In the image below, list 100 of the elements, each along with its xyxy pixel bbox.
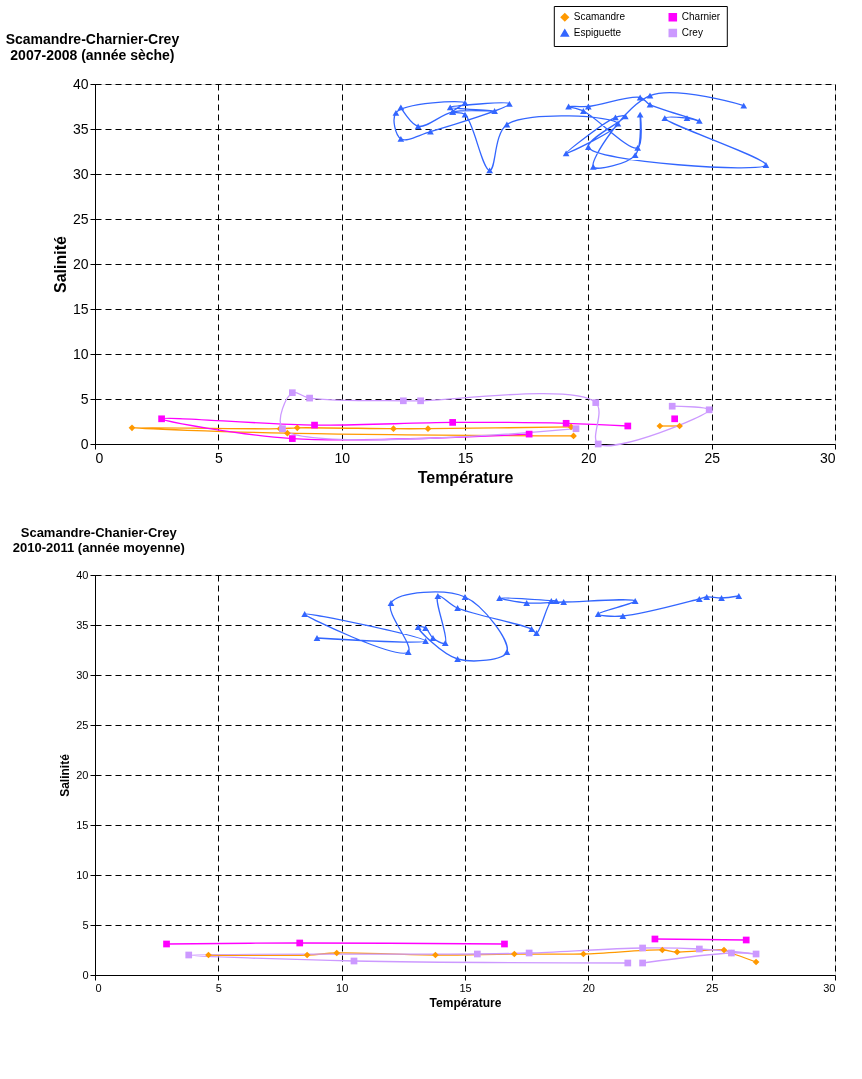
x-tick-label: 0 <box>95 981 102 994</box>
point <box>705 406 713 414</box>
point <box>624 422 632 430</box>
point <box>333 949 341 957</box>
point <box>510 950 518 958</box>
point <box>496 595 503 601</box>
point <box>288 435 296 442</box>
x-tick-label: 5 <box>214 449 223 466</box>
y-tick-label: 10 <box>72 345 89 362</box>
point <box>740 102 748 109</box>
y-tick-label: 20 <box>72 255 89 272</box>
x-tick-label: 25 <box>706 981 719 994</box>
point <box>567 423 575 431</box>
x-tick-label: 10 <box>334 449 351 466</box>
point <box>399 397 407 405</box>
point <box>631 598 639 604</box>
point <box>503 649 511 655</box>
point <box>392 109 400 116</box>
point <box>658 946 666 954</box>
point <box>301 611 309 617</box>
point <box>562 150 570 157</box>
x-tick-label: 25 <box>704 449 721 466</box>
point <box>695 118 703 124</box>
point <box>560 599 568 605</box>
point <box>473 950 481 958</box>
y-tick-label: 5 <box>80 390 89 407</box>
point <box>619 613 627 619</box>
y-axis-title: Salinité <box>51 235 69 293</box>
y-tick-label: 30 <box>76 668 89 681</box>
point <box>624 959 632 967</box>
y-tick-label: 40 <box>72 75 89 92</box>
point <box>422 638 429 644</box>
legend-label: Charnier <box>681 11 721 23</box>
point <box>491 108 498 114</box>
x-tick-label: 0 <box>95 449 104 466</box>
point <box>646 92 654 99</box>
point <box>422 625 429 631</box>
point <box>683 115 691 122</box>
point <box>414 624 422 630</box>
y-tick-label: 40 <box>76 568 89 581</box>
point <box>454 605 461 611</box>
point <box>461 99 469 106</box>
point <box>284 429 291 437</box>
x-tick-label: 10 <box>336 981 349 994</box>
point <box>296 939 304 947</box>
point <box>592 399 600 406</box>
point <box>128 424 136 432</box>
point <box>404 649 412 655</box>
point <box>584 144 592 150</box>
point <box>461 111 469 118</box>
x-tick-label: 20 <box>582 981 595 994</box>
point <box>695 596 703 602</box>
y-tick-label: 35 <box>76 618 89 631</box>
x-tick-label: 5 <box>215 981 222 994</box>
y-tick-label: 15 <box>76 818 89 831</box>
point <box>311 421 318 429</box>
y-tick-label: 20 <box>76 768 89 781</box>
point <box>158 415 165 423</box>
y-tick-label: 30 <box>72 165 89 182</box>
point <box>646 101 654 108</box>
point <box>429 635 437 641</box>
point <box>752 958 760 966</box>
point <box>424 425 432 433</box>
legend-label: Scamandre <box>573 11 626 23</box>
point <box>434 593 442 599</box>
point <box>614 120 622 127</box>
y-tick-label: 25 <box>72 210 89 227</box>
y-tick-label: 0 <box>82 968 89 981</box>
x-axis-title: Température <box>417 468 514 486</box>
point <box>636 111 644 118</box>
point <box>695 945 703 953</box>
y-axis-title: Salinité <box>58 753 73 797</box>
x-axis-title: Température <box>429 995 502 1010</box>
point <box>720 946 728 954</box>
point <box>703 594 711 600</box>
chart-title: Scamandre-Chanier-Crey 2010-2011 (année moyenne) <box>12 525 185 555</box>
point <box>506 100 513 107</box>
y-tick-label: 25 <box>76 718 89 731</box>
point <box>306 394 313 402</box>
chart-title: Scamandre-Charnier-Crey 2007-2008 (année sèche) <box>5 31 180 63</box>
point <box>303 951 311 959</box>
point <box>634 145 642 151</box>
y-tick-label: 15 <box>72 300 89 317</box>
x-tick-label: 30 <box>823 981 836 994</box>
y-tick-label: 35 <box>72 120 89 137</box>
point <box>288 389 296 397</box>
point <box>427 128 434 135</box>
point <box>631 152 639 158</box>
point <box>461 594 469 600</box>
point <box>387 600 395 606</box>
point <box>589 163 597 170</box>
point <box>742 936 750 944</box>
point <box>762 162 770 168</box>
point <box>501 940 508 948</box>
point <box>293 424 301 432</box>
x-tick-label: 30 <box>819 449 836 466</box>
legend-label: Crey <box>681 27 703 38</box>
point <box>313 635 321 641</box>
point <box>523 600 531 606</box>
point <box>612 114 619 121</box>
